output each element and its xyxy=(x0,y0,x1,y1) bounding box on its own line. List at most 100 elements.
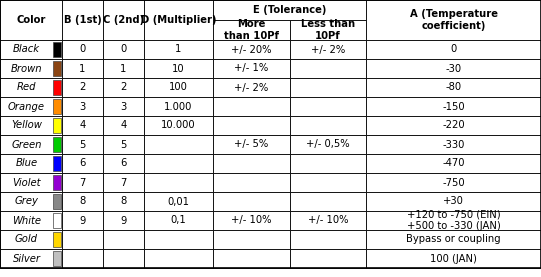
Bar xyxy=(0,192,62,211)
Bar xyxy=(0,78,62,97)
Bar xyxy=(62,116,103,135)
Text: -750: -750 xyxy=(442,178,465,188)
Bar xyxy=(53,213,61,228)
Bar xyxy=(0,59,62,78)
Bar xyxy=(144,135,213,154)
Text: 6: 6 xyxy=(120,158,127,168)
Text: +/- 2%: +/- 2% xyxy=(234,83,269,93)
Bar xyxy=(366,97,541,116)
Bar xyxy=(366,192,541,211)
Text: Yellow: Yellow xyxy=(11,120,42,130)
Bar xyxy=(62,40,103,59)
Text: +120 to -750 (EIN)
+500 to -330 (JAN): +120 to -750 (EIN) +500 to -330 (JAN) xyxy=(407,210,500,231)
Text: 4: 4 xyxy=(80,120,85,130)
Bar xyxy=(53,61,61,76)
Text: 5: 5 xyxy=(80,140,85,150)
Bar xyxy=(62,211,103,230)
Text: Gold: Gold xyxy=(15,235,38,245)
Bar xyxy=(144,59,213,78)
Text: Bypass or coupling: Bypass or coupling xyxy=(406,235,501,245)
Text: 100 (JAN): 100 (JAN) xyxy=(430,253,477,263)
Bar xyxy=(290,116,366,135)
Bar xyxy=(144,230,213,249)
Text: -330: -330 xyxy=(443,140,465,150)
Bar xyxy=(62,173,103,192)
Text: 6: 6 xyxy=(80,158,85,168)
Bar xyxy=(0,249,62,268)
Text: Blue: Blue xyxy=(16,158,37,168)
Bar xyxy=(144,211,213,230)
Text: +/- 2%: +/- 2% xyxy=(311,45,345,55)
Text: +/- 20%: +/- 20% xyxy=(231,45,272,55)
Bar xyxy=(290,154,366,173)
Text: 3: 3 xyxy=(80,101,85,112)
Bar xyxy=(213,0,366,20)
Bar xyxy=(103,116,144,135)
Bar xyxy=(144,40,213,59)
Bar xyxy=(144,154,213,173)
Bar xyxy=(213,116,290,135)
Text: White: White xyxy=(12,216,41,225)
Text: 10.000: 10.000 xyxy=(161,120,196,130)
Bar xyxy=(366,0,541,40)
Bar xyxy=(213,135,290,154)
Text: 1: 1 xyxy=(80,63,85,73)
Text: +30: +30 xyxy=(443,196,464,206)
Bar xyxy=(213,40,290,59)
Bar xyxy=(366,173,541,192)
Text: 5: 5 xyxy=(120,140,127,150)
Text: -80: -80 xyxy=(445,83,461,93)
Text: +/- 1%: +/- 1% xyxy=(234,63,269,73)
Text: -30: -30 xyxy=(445,63,461,73)
Text: 0: 0 xyxy=(450,45,457,55)
Bar xyxy=(62,59,103,78)
Bar xyxy=(213,97,290,116)
Bar xyxy=(213,230,290,249)
Bar xyxy=(0,173,62,192)
Bar xyxy=(290,78,366,97)
Text: 9: 9 xyxy=(120,216,127,225)
Text: 0: 0 xyxy=(121,45,127,55)
Bar xyxy=(144,173,213,192)
Text: Orange: Orange xyxy=(8,101,45,112)
Text: -150: -150 xyxy=(442,101,465,112)
Text: B (1st): B (1st) xyxy=(64,15,101,25)
Bar xyxy=(53,232,61,247)
Text: Brown: Brown xyxy=(11,63,42,73)
Bar xyxy=(290,173,366,192)
Text: 0: 0 xyxy=(80,45,85,55)
Text: 8: 8 xyxy=(121,196,127,206)
Bar xyxy=(103,59,144,78)
Bar xyxy=(213,192,290,211)
Text: 3: 3 xyxy=(121,101,127,112)
Text: Red: Red xyxy=(17,83,36,93)
Bar xyxy=(103,192,144,211)
Text: 2: 2 xyxy=(80,83,85,93)
Bar xyxy=(103,0,144,40)
Bar xyxy=(213,211,290,230)
Text: -220: -220 xyxy=(442,120,465,130)
Text: 2: 2 xyxy=(120,83,127,93)
Bar xyxy=(366,249,541,268)
Bar xyxy=(290,40,366,59)
Bar xyxy=(290,230,366,249)
Bar xyxy=(290,249,366,268)
Text: -470: -470 xyxy=(442,158,465,168)
Bar xyxy=(144,78,213,97)
Text: 100: 100 xyxy=(169,83,188,93)
Bar xyxy=(62,135,103,154)
Bar xyxy=(290,135,366,154)
Bar xyxy=(103,97,144,116)
Bar xyxy=(53,80,61,95)
Bar xyxy=(144,116,213,135)
Bar xyxy=(103,78,144,97)
Bar xyxy=(53,137,61,152)
Bar xyxy=(62,192,103,211)
Bar xyxy=(103,230,144,249)
Bar xyxy=(62,0,103,40)
Bar xyxy=(0,40,62,59)
Bar xyxy=(103,249,144,268)
Bar xyxy=(0,97,62,116)
Bar xyxy=(144,192,213,211)
Bar xyxy=(53,42,61,57)
